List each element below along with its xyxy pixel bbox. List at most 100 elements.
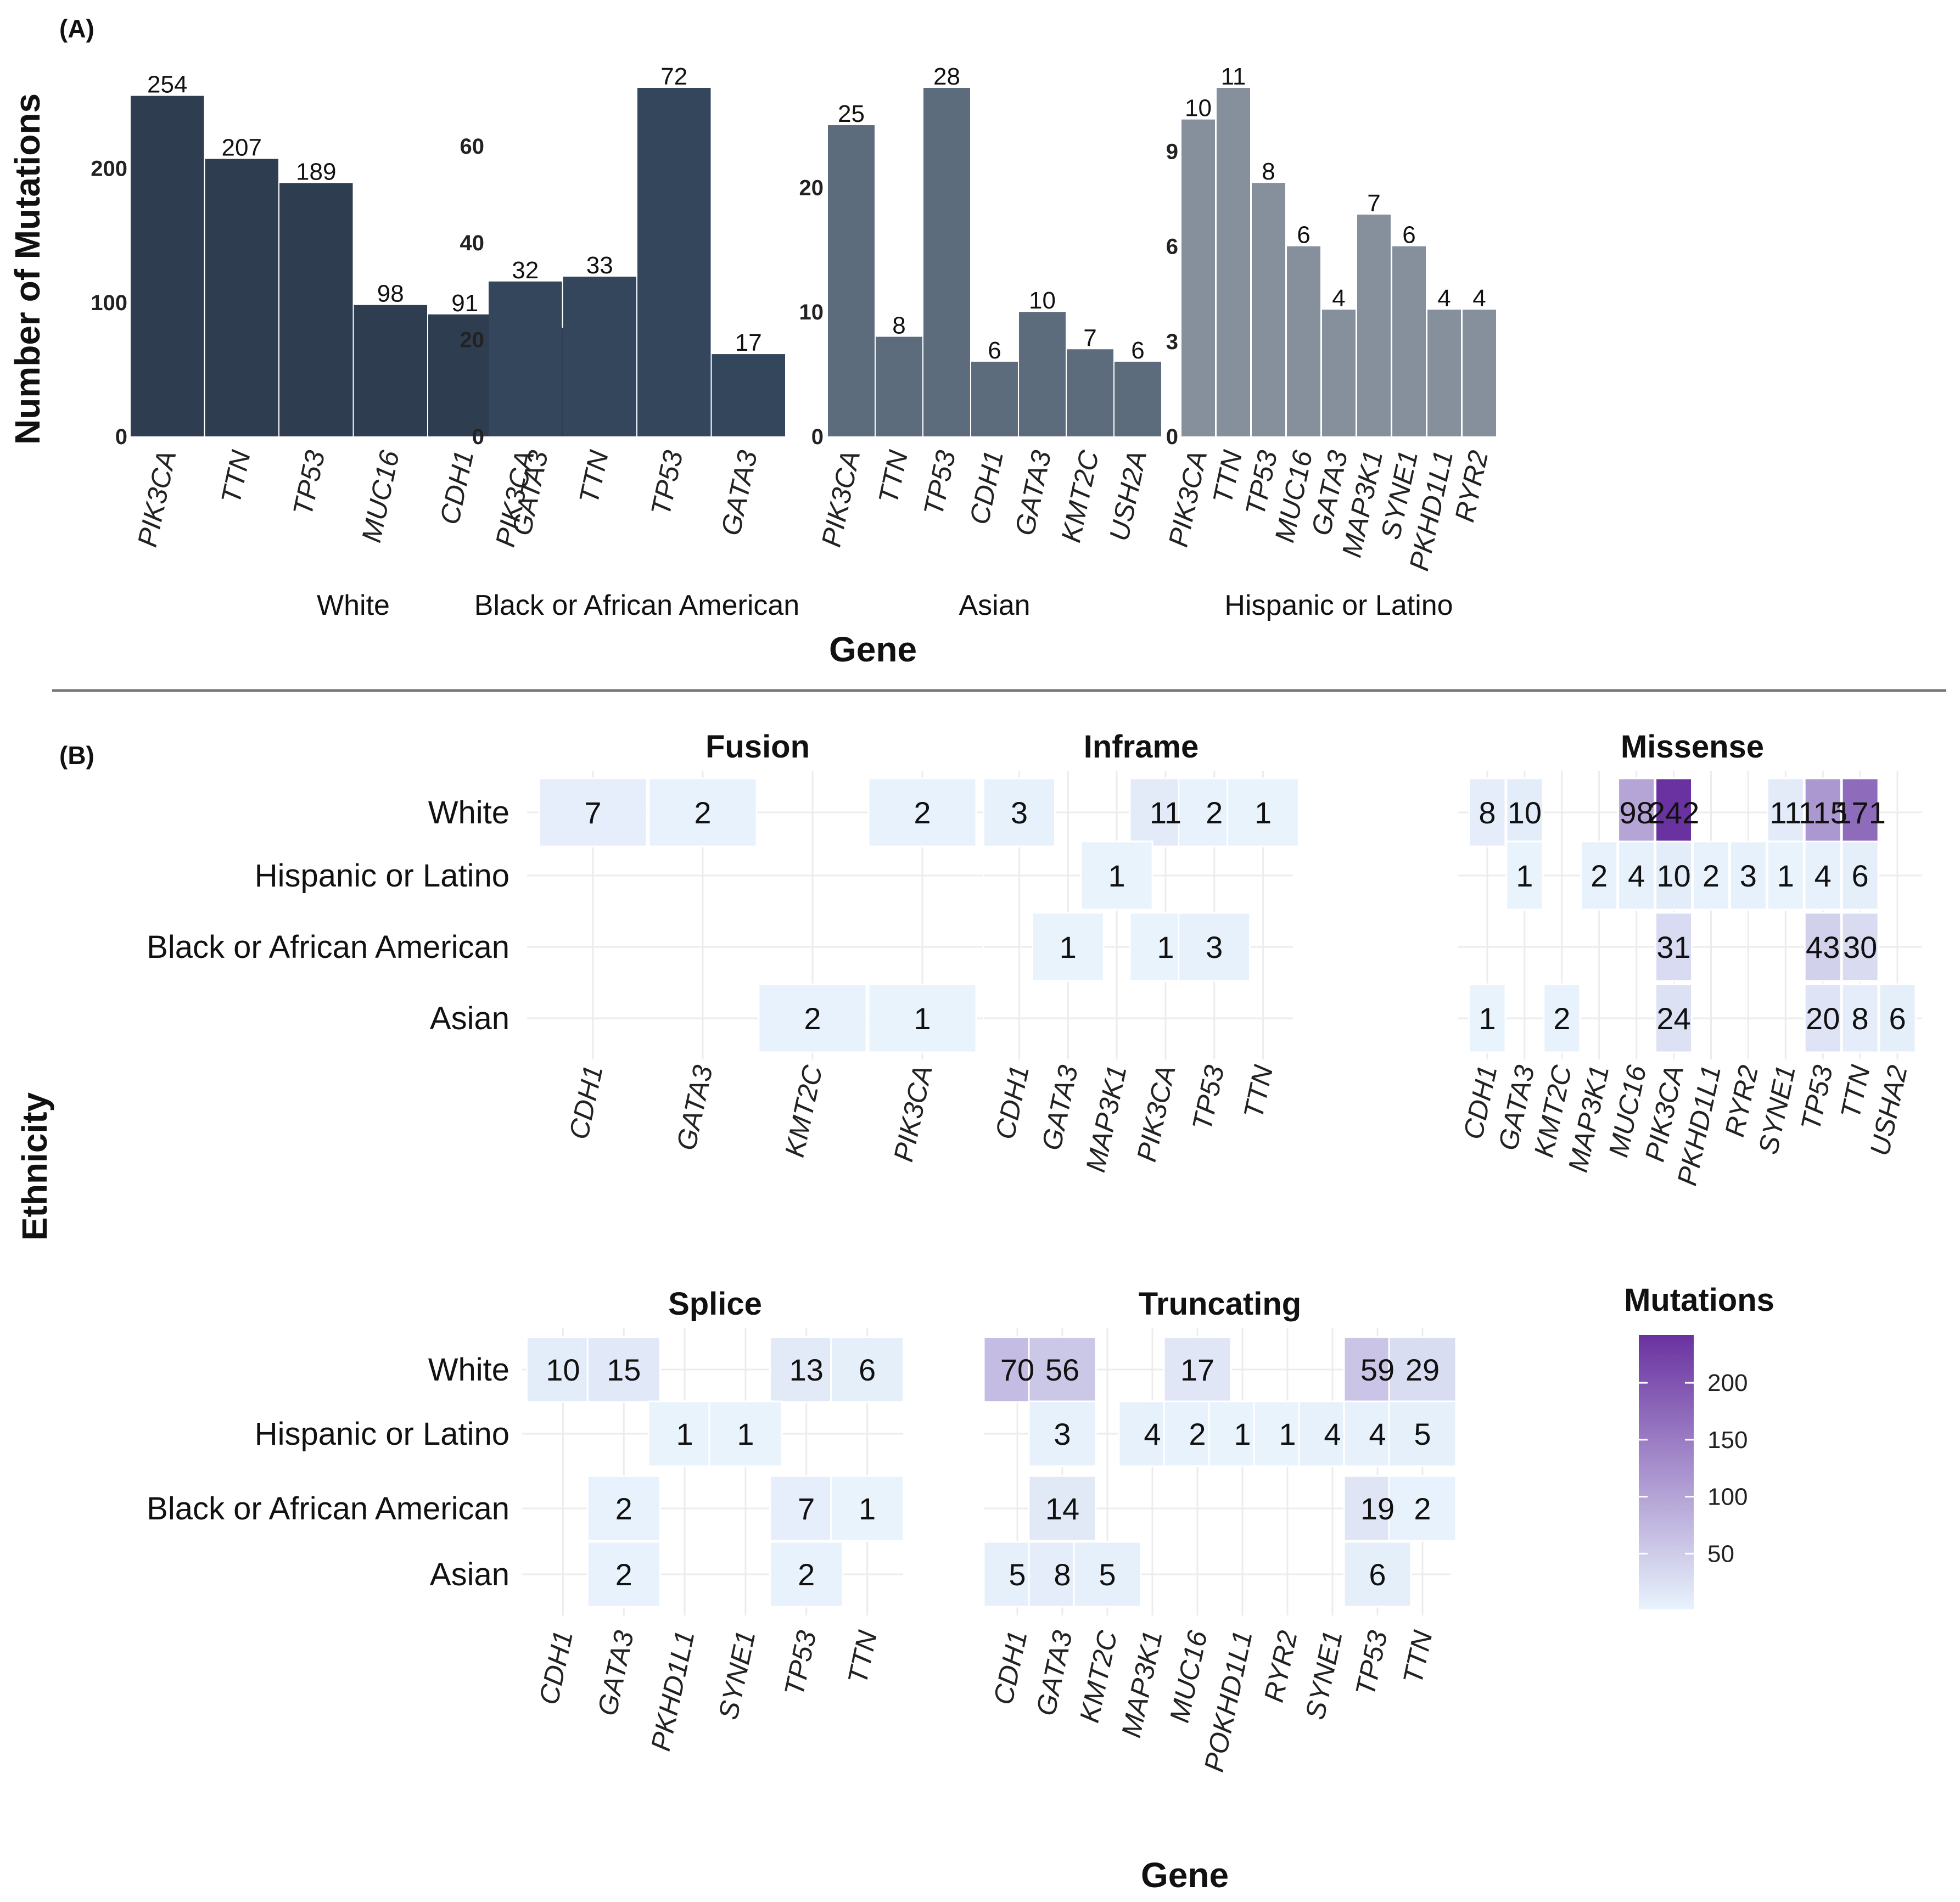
bar-value-label: 28 <box>933 63 960 90</box>
bar-x-tick-label: GATA3 <box>715 447 763 538</box>
bar-value-label: 6 <box>1297 222 1310 249</box>
heatmap-gene-label: TP53 <box>1349 1628 1393 1698</box>
bar-hispanic-or-latino-pkhd1l1 <box>1427 310 1461 436</box>
bar-white-pik3ca <box>131 96 204 437</box>
heatmap-cell-truncating-white-gata3 <box>1028 1336 1097 1403</box>
heatmap-cell-fusion-white-pik3ca <box>867 777 977 848</box>
heatmap-cell-truncating-asian-kmt2c <box>1073 1541 1142 1608</box>
heatmap-cell-value: 5 <box>1099 1557 1116 1592</box>
heatmap-cell-missense-hispanic-or-latino-gata3 <box>1505 840 1544 911</box>
bar-value-label: 32 <box>512 257 539 284</box>
heatmap-cell-splice-hispanic-or-latino-syne1 <box>708 1400 783 1467</box>
heatmap-cell-missense-asian-usha2 <box>1878 983 1917 1053</box>
bar-value-label: 189 <box>296 158 336 185</box>
heatmap-cell-missense-white-gata3 <box>1505 777 1544 848</box>
bar-value-label: 10 <box>1029 287 1056 314</box>
heatmap-cell-value: 6 <box>859 1353 876 1387</box>
heatmap-x-axis-title: Gene <box>1141 1855 1229 1895</box>
heatmap-gene-label: RYR2 <box>1258 1628 1303 1704</box>
bar-y-tick-label: 40 <box>460 231 485 255</box>
legend-tick-label: 150 <box>1707 1427 1748 1454</box>
bar-x-tick-label: TTN <box>872 447 914 507</box>
heatmap-facet-title: Missense <box>1621 729 1764 765</box>
heatmap-cell-value: 70 <box>1000 1353 1034 1387</box>
heatmap-gene-label: PKHD1L1 <box>645 1628 701 1754</box>
heatmap-cell-value: 8 <box>1852 1001 1869 1036</box>
heatmap-cell-value: 1 <box>676 1417 693 1451</box>
heatmap-cell-value: 1 <box>1777 859 1794 893</box>
heatmap-cell-value: 4 <box>1324 1417 1341 1451</box>
heatmap-cell-splice-white-ttn <box>830 1336 905 1403</box>
heatmap-cell-missense-white-syne1 <box>1766 777 1805 848</box>
heatmap-cell-value: 242 <box>1648 795 1699 830</box>
bar-x-tick-label: TP53 <box>645 447 689 518</box>
heatmap-gene-label: TTN <box>1397 1628 1438 1687</box>
bar-black-or-african-american-tp53 <box>637 88 711 436</box>
bar-group-label: White <box>317 590 390 621</box>
heatmap-cell-value: 11 <box>1769 795 1801 830</box>
heatmap-cell-value: 29 <box>1405 1353 1440 1387</box>
heatmap-cell-value: 171 <box>1834 795 1885 830</box>
heatmap-cell-value: 1 <box>1060 930 1077 964</box>
heatmap-gene-label: KMT2C <box>1074 1628 1123 1725</box>
bar-hispanic-or-latino-ryr2 <box>1463 310 1496 436</box>
bar-value-label: 91 <box>451 290 478 317</box>
heatmap-cell-value: 2 <box>1553 1001 1570 1036</box>
heatmap-cell-value: 3 <box>1740 859 1757 893</box>
heatmap-cell-value: 11 <box>1150 795 1181 830</box>
bar-y-tick-label: 0 <box>115 425 127 449</box>
heatmap-cell-value: 30 <box>1843 930 1877 964</box>
bar-y-tick-label: 6 <box>1166 235 1178 259</box>
bar-value-label: 207 <box>222 134 262 161</box>
heatmap-gene-label: PIK3CA <box>888 1063 938 1165</box>
heatmap-cell-value: 10 <box>1656 859 1690 893</box>
bar-x-tick-label: PIK3CA <box>816 448 866 550</box>
heatmap-cell-inframe-white-cdh1 <box>982 777 1056 848</box>
bar-value-label: 7 <box>1367 190 1380 217</box>
bar-asian-pik3ca <box>828 125 875 437</box>
bar-group-label: Asian <box>959 590 1030 621</box>
heatmap-cell-value: 3 <box>1054 1417 1071 1451</box>
bar-value-label: 17 <box>735 329 762 356</box>
ethnicity-label: White <box>428 795 509 831</box>
bar-black-or-african-american-gata3 <box>712 354 785 436</box>
heatmap-gene-label: TTN <box>1835 1062 1876 1121</box>
heatmap-cell-value: 20 <box>1806 1001 1840 1036</box>
heatmap-cell-missense-asian-tp53 <box>1804 983 1842 1053</box>
heatmap-cell-value: 2 <box>615 1491 632 1526</box>
heatmap-cell-value: 10 <box>1508 795 1542 830</box>
bar-y-tick-label: 3 <box>1166 330 1178 354</box>
heatmap-cell-value: 1 <box>1157 930 1174 964</box>
heatmap-gene-label: SYNE1 <box>1300 1628 1348 1723</box>
ethnicity-label: White <box>428 1352 509 1388</box>
heatmap-cell-value: 6 <box>1852 859 1869 893</box>
bar-asian-gata3 <box>1019 312 1066 436</box>
bar-white-muc16 <box>354 305 427 436</box>
heatmap-cell-missense-hispanic-or-latino-ryr2 <box>1729 840 1767 911</box>
heatmap-cell-value: 4 <box>1369 1417 1386 1451</box>
bar-value-label: 25 <box>838 100 865 127</box>
heatmap-cell-truncating-black-or-african-american-ttn <box>1388 1475 1457 1542</box>
heatmap-cell-value: 59 <box>1360 1353 1395 1387</box>
heatmap-cell-value: 31 <box>1656 930 1690 964</box>
heatmap-cell-value: 5 <box>1009 1557 1026 1592</box>
heatmap-cell-value: 2 <box>1206 795 1223 830</box>
bar-hispanic-or-latino-muc16 <box>1287 246 1320 436</box>
bar-value-label: 7 <box>1083 324 1096 351</box>
bar-x-axis-title: Gene <box>829 630 917 669</box>
bar-hispanic-or-latino-ttn <box>1217 88 1250 436</box>
heatmap-cell-splice-black-or-african-american-gata3 <box>586 1475 661 1542</box>
heatmap-cell-value: 2 <box>804 1001 821 1036</box>
heatmap-cell-value: 1 <box>1108 859 1125 893</box>
heatmap-gene-label: TP53 <box>1795 1062 1839 1133</box>
bar-asian-tp53 <box>923 88 970 436</box>
heatmap-cell-value: 10 <box>546 1353 580 1387</box>
heatmap-cell-missense-hispanic-or-latino-pik3ca <box>1655 840 1693 911</box>
heatmap-cell-missense-hispanic-or-latino-pkhd1l1 <box>1692 840 1730 911</box>
bar-value-label: 8 <box>892 312 905 339</box>
bar-black-or-african-american-pik3ca <box>489 281 562 436</box>
bar-x-tick-label: TTN <box>1207 447 1248 507</box>
ethnicity-label: Asian <box>430 1001 509 1036</box>
bar-group-label: Hispanic or Latino <box>1224 590 1453 621</box>
